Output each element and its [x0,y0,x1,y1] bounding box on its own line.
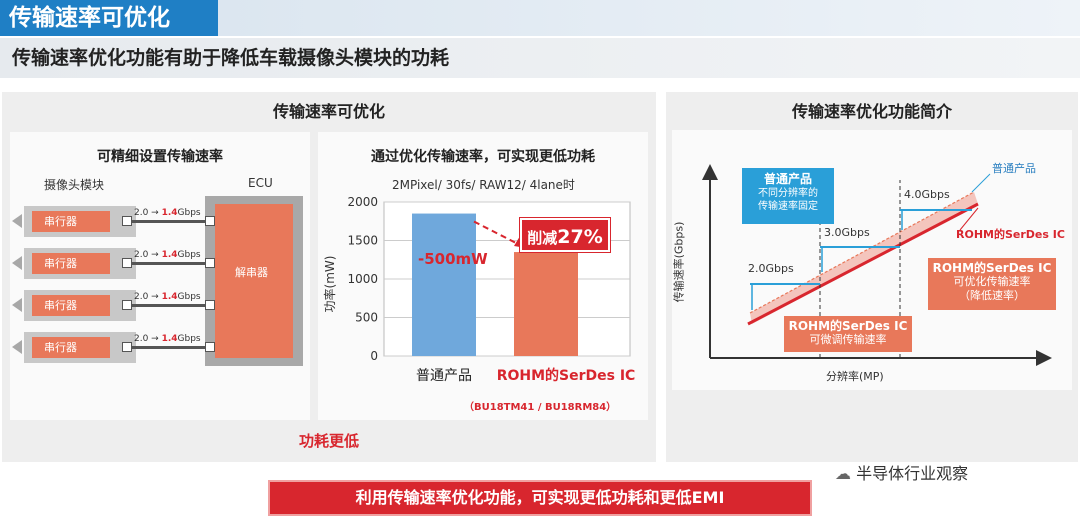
ecu-label: ECU [248,176,273,190]
callout-normal-line1: 不同分辨率的 [758,188,818,199]
page-title: 传输速率可优化 [0,0,218,36]
callout-rohm-optimize-line1: 可优化传输速率 [953,275,1031,288]
deserializer-port [205,300,215,310]
y-tick-label: 500 [355,311,378,325]
ecu-block: 解串器 [205,196,303,366]
y-tick-label: 1000 [347,272,378,286]
page-subtitle: 传输速率优化功能有助于降低车载摄像头模块的功耗 [12,47,450,69]
wechat-icon: ☁ [835,464,857,483]
link-line [132,262,205,265]
legend-leader [971,173,991,193]
callout-rohm-fine-line1: 可微调传输速率 [809,333,887,346]
lower-power-label: 功耗更低 [298,432,359,450]
rate-config-card: 可精细设置传输速率 摄像头模块 ECU 解串器 串行器 2.0 → 1.4Gbp… [10,132,310,420]
camera-lens-icon [12,340,22,354]
product-note: （BU18TM41 / BU18RM84） [464,402,617,413]
bottom-banner: 利用传输速率优化功能，可实现更低功耗和更低EMI [268,480,812,516]
serializer-chip: 串行器 [32,211,110,232]
rohm-line [747,202,979,326]
camera-module: 串行器 [24,248,136,279]
callout-normal-title: 普通产品 [763,172,812,186]
camera-module: 串行器 [24,290,136,321]
rate-config-title: 可精细设置传输速率 [97,149,223,165]
rate-label: 2.0 → 1.4Gbps [134,292,201,302]
callout-normal: 普通产品 不同分辨率的 传输速率固定 [742,168,834,224]
rate-label: 2.0 → 1.4Gbps [134,250,201,260]
cut-prefix: 削减 [527,229,558,247]
deserializer-port [205,342,215,352]
camera-lens-icon [12,214,22,228]
callout-rohm-fine: ROHM的SerDes IC 可微调传输速率 [784,316,912,352]
rate-margin-band [750,192,978,324]
callout-rohm-optimize-line2: （降低速率） [959,289,1025,302]
deserializer-port [205,216,215,226]
callout-rohm-optimize: ROHM的SerDes IC 可优化传输速率 （降低速率） [928,258,1056,310]
legend-rohm: ROHM的SerDes IC [956,228,1065,241]
serializer-port [122,342,132,352]
right-panel-title: 传输速率优化功能简介 [791,102,952,121]
deserializer-chip: 解串器 [215,204,293,358]
y-tick-label: 1500 [347,234,378,248]
link-line [132,220,205,223]
serializer-chip: 串行器 [32,295,110,316]
normal-product-line [749,191,975,314]
power-chart-title: 通过优化传输速率，可实现更低功耗 [371,149,595,165]
rate-label: 2.0 → 1.4Gbps [134,208,201,218]
rate-label: 2.0 → 1.4Gbps [134,334,201,344]
camera-module: 串行器 [24,206,136,237]
callout-normal-line2: 传输速率固定 [758,201,818,212]
callout-rohm-optimize-title: ROHM的SerDes IC [932,261,1052,275]
camera-lens-icon [12,298,22,312]
right-panel: 传输速率优化功能简介 [666,92,1078,462]
x-tick-label: 普通产品 [416,368,472,384]
rate-2g-label: 2.0Gbps [748,262,794,275]
serializer-chip: 串行器 [32,337,110,358]
subtitle-bar: 传输速率优化功能有助于降低车载摄像头模块的功耗 [0,38,1080,78]
x-axis-label: 分辨率(MP) [826,370,884,383]
left-panel-title: 传输速率可优化 [272,102,385,121]
reduction-label: -500mW [418,250,488,268]
y-axis-label: 功率(mW) [322,256,337,313]
serializer-port [122,258,132,268]
serializer-port [122,300,132,310]
cut-badge: 削减27% [520,218,610,252]
y-tick-label: 2000 [347,195,378,209]
cut-value: 27% [557,226,603,248]
bar [412,213,476,356]
y-tick-label: 0 [370,349,378,363]
power-chart-card: 通过优化传输速率，可实现更低功耗 2MPixel/ 30fs/ RAW12/ 4… [318,132,648,420]
legend-normal: 普通产品 [992,162,1036,175]
camera-module-label: 摄像头模块 [44,178,105,192]
watermark: ☁ 半导体行业观察 [835,460,968,484]
x-tick-label: ROHM的SerDes IC [497,367,636,384]
watermark-text: 半导体行业观察 [856,464,969,483]
camera-lens-icon [12,256,22,270]
bar [514,252,578,356]
deserializer-label: 解串器 [235,266,268,279]
rate-3g-label: 3.0Gbps [824,226,870,239]
y-axis-label: 传输速率(Gbps) [672,221,686,303]
callout-rohm-fine-title: ROHM的SerDes IC [788,319,908,333]
left-panel: 传输速率可优化 可精细设置传输速率 摄像头模块 ECU 解串器 串行器 2.0 … [2,92,656,462]
rate-4g-label: 4.0Gbps [904,188,950,201]
legend-leader [959,207,979,231]
deserializer-port [205,258,215,268]
link-line [132,346,205,349]
rate-intro-card: 2.0Gbps 3.0Gbps 4.0Gbps 普通产品 ROHM的SerDes… [672,130,1072,390]
serializer-port [122,216,132,226]
chart-condition: 2MPixel/ 30fs/ RAW12/ 4lane时 [392,178,575,192]
serializer-chip: 串行器 [32,253,110,274]
link-line [132,304,205,307]
camera-module: 串行器 [24,332,136,363]
